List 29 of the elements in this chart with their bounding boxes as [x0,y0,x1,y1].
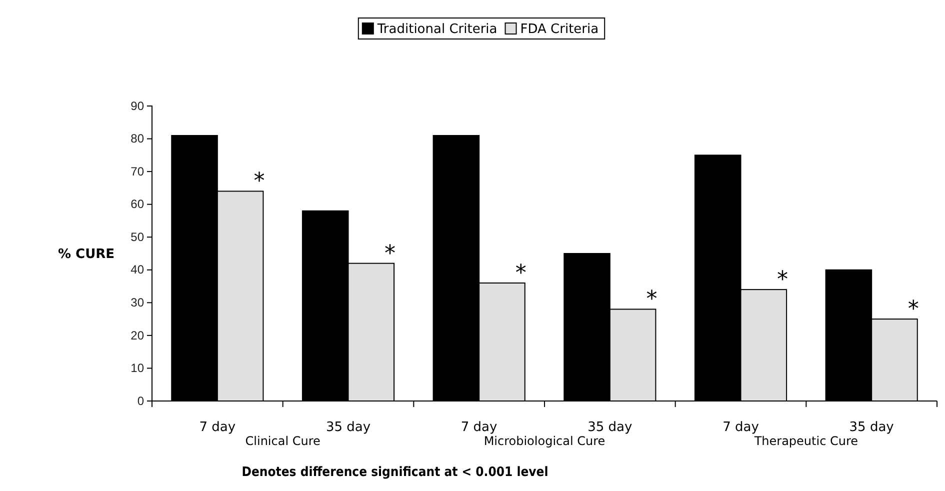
text: Therapeutic Cure [753,434,858,448]
data-label: * [384,241,396,266]
y-tick-label: 40 [130,262,144,277]
y-tick-label: 20 [130,328,144,342]
text: Denotes difference significant at < 0.001 level [242,465,548,480]
x-tick-label: 7 day [199,420,236,435]
data-label: * [646,287,658,312]
data-label: * [515,261,526,286]
legend-label: FDA Criteria [520,22,599,37]
x-tick-label: 7 day [460,420,498,435]
y-tick-label: 30 [130,296,144,310]
x-tick-label: 35 day [588,420,633,435]
y-tick-label: 80 [130,132,144,146]
data-label: * [254,169,265,194]
x-tick-label: 35 day [849,420,894,435]
y-tick-label: 0 [137,394,144,408]
x-tick-label: 7 day [722,420,760,435]
data-label: * [908,297,919,322]
text: Clinical Cure [245,434,320,448]
text: Microbiological Cure [484,434,606,448]
y-tick-label: 90 [130,98,144,113]
y-tick-label: 50 [130,230,144,244]
y-tick-label: 70 [130,164,144,178]
y-axis-title: % CURE [58,247,115,262]
legend-label: Traditional Criteria [376,22,498,37]
y-tick-label: 10 [130,361,144,376]
y-tick-label: 60 [130,197,144,212]
data-label: * [777,268,788,293]
x-tick-label: 35 day [326,420,371,435]
